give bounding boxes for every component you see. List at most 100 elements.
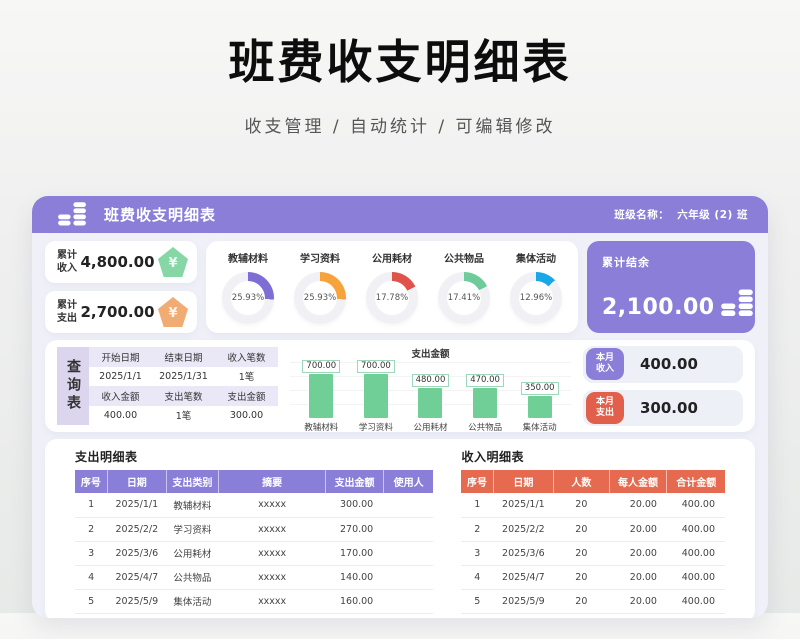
table-cell[interactable]: 3	[461, 541, 494, 566]
bar-column: 700.00	[350, 360, 402, 418]
bar-value-label: 480.00	[411, 373, 450, 387]
month-expense-card: 本月 支出 300.00	[583, 389, 743, 426]
table-cell[interactable]: 2	[75, 517, 108, 542]
table-cell[interactable]	[383, 493, 434, 518]
query-value-cell[interactable]: 2025/1/1	[89, 366, 152, 386]
table-cell[interactable]: 集体活动	[166, 589, 219, 614]
table-cell[interactable]: 20.00	[609, 493, 667, 518]
donut-ring: 12.96%	[510, 272, 562, 324]
table-cell[interactable]: 20	[553, 541, 610, 566]
table-cell[interactable]: 1	[75, 493, 108, 518]
table-cell[interactable]: 20.00	[609, 565, 667, 590]
table-cell[interactable]: 公共物品	[166, 565, 219, 590]
column-header: 支出金额	[325, 470, 384, 493]
table-row: 5 2025/5/9 集体活动 xxxxx 160.00	[75, 589, 434, 614]
bar-value-label: 700.00	[357, 360, 395, 373]
table-cell[interactable]: 2025/2/2	[493, 517, 554, 542]
table-cell[interactable]: xxxxx	[218, 493, 326, 518]
donut-chart-item: 公共物品 17.41%	[438, 250, 490, 324]
class-name-value[interactable]: 六年级 (2) 班	[677, 209, 748, 221]
query-value-cell[interactable]: 2025/1/31	[152, 366, 215, 386]
table-cell[interactable]: 160.00	[325, 589, 384, 614]
table-cell[interactable]: 400.00	[666, 517, 725, 542]
donut-ring: 17.78%	[366, 272, 418, 324]
table-cell[interactable]: 400.00	[666, 541, 725, 566]
month-income-value: 400.00	[640, 355, 698, 374]
yuan-pentagon-green-icon: ¥	[158, 247, 188, 277]
table-cell[interactable]: 2025/1/1	[107, 493, 167, 518]
bar	[418, 387, 443, 418]
table-cell[interactable]: xxxxx	[218, 541, 326, 566]
table-cell[interactable]: 20	[553, 517, 610, 542]
query-value-cell[interactable]: 400.00	[89, 405, 152, 425]
dashboard-card: 班费收支明细表 班级名称： 六年级 (2) 班 累计 收入 4,800.00 ¥ …	[32, 196, 768, 618]
query-value-cell[interactable]: 1笔	[215, 366, 278, 386]
table-cell[interactable]: 170.00	[325, 541, 384, 566]
query-grid: 开始日期 结束日期 收入笔数 2025/1/1 2025/1/31 1笔 收入金额 支出笔数支…	[89, 347, 278, 425]
table-cell[interactable]: 2025/2/2	[107, 517, 167, 542]
table-cell[interactable]: 300.00	[325, 493, 384, 518]
query-value-cell[interactable]: 1笔	[152, 405, 215, 425]
table-cell[interactable]: 20.00	[609, 517, 667, 542]
coins-icon	[715, 287, 759, 320]
table-cell[interactable]: 5	[461, 589, 494, 614]
table-header-row: 序号 日期 人数 每人金额 合计金额	[461, 470, 725, 493]
summary-row: 累计 收入 4,800.00 ¥ 累计 支出 2,700.00 ¥ 教辅材料 25…	[45, 241, 755, 333]
table-cell[interactable]: 400.00	[666, 565, 725, 590]
donut-chart-item: 集体活动 12.96%	[510, 250, 562, 324]
table-cell[interactable]	[383, 541, 434, 566]
table-cell[interactable]: xxxxx	[218, 517, 326, 542]
table-cell[interactable]	[383, 565, 434, 590]
table-cell[interactable]: 270.00	[325, 517, 384, 542]
table-cell[interactable]: 2025/5/9	[107, 589, 167, 614]
bar-category-label: 教辅材料	[304, 423, 339, 433]
table-cell[interactable]: 2025/5/9	[493, 589, 554, 614]
table-cell[interactable]: 400.00	[666, 493, 725, 518]
table-cell[interactable]: 5	[75, 589, 108, 614]
table-cell[interactable]: 2025/4/7	[493, 565, 554, 590]
table-cell[interactable]: 3	[75, 541, 108, 566]
detail-tables-row: 支出明细表 序号 日期 支出类别 摘要 支出金额 使用人 1 2025/1/1 教辅材料 xxxx…	[45, 439, 755, 618]
column-header: 支出类别	[166, 470, 219, 493]
table-cell[interactable]: 20.00	[609, 589, 667, 614]
table-cell[interactable]: 2025/1/1	[493, 493, 554, 518]
table-cell[interactable]: 2025/4/7	[107, 565, 167, 590]
query-value-cell[interactable]: 300.00	[215, 405, 278, 425]
table-cell[interactable]: 20	[553, 565, 610, 590]
table-cell[interactable]: 400.00	[666, 589, 725, 614]
table-row: 2 2025/2/2 20 20.00 400.00	[461, 517, 725, 542]
query-header-cell: 支出笔数	[152, 386, 215, 406]
table-cell[interactable]	[383, 589, 434, 614]
table-cell[interactable]: 140.00	[325, 565, 384, 590]
table-cell[interactable]: 教辅材料	[166, 493, 219, 518]
bar-column: 350.00	[514, 382, 566, 418]
donut-chart-item: 公用耗材 17.78%	[366, 250, 418, 324]
balance-card: 累计结余 2,100.00	[587, 241, 755, 333]
class-name-label: 班级名称：	[614, 209, 670, 221]
column-header: 摘要	[218, 470, 327, 493]
table-cell[interactable]: 20	[553, 493, 610, 518]
table-cell[interactable]: xxxxx	[218, 589, 326, 614]
table-cell[interactable]: 2	[461, 517, 494, 542]
donut-chart-item: 学习资料 25.93%	[294, 250, 346, 324]
table-cell[interactable]: 公用耗材	[166, 541, 219, 566]
table-cell[interactable]: 学习资料	[166, 517, 219, 542]
expense-bar-chart: 支出金额 700.00 700.00 480.00 470.00 350.00 教辅材料…	[290, 346, 571, 433]
table-header-row: 序号 日期 支出类别 摘要 支出金额 使用人	[75, 470, 434, 493]
table-cell[interactable]: 20	[553, 589, 610, 614]
table-cell[interactable]: 2025/3/6	[107, 541, 167, 566]
table-cell[interactable]: xxxxx	[218, 565, 326, 590]
donut-percent-label: 17.41%	[447, 293, 481, 303]
table-cell[interactable]: 4	[461, 565, 494, 590]
column-header: 每人金额	[609, 470, 668, 493]
table-cell[interactable]: 2025/3/6	[493, 541, 554, 566]
table-cell[interactable]	[383, 517, 434, 542]
donut-percent-label: 12.96%	[519, 293, 553, 303]
bar-value-label: 470.00	[466, 374, 504, 388]
table-cell[interactable]: 20.00	[609, 541, 667, 566]
table-cell[interactable]: 1	[461, 493, 494, 518]
table-row: 1 2025/1/1 20 20.00 400.00	[461, 493, 725, 518]
table-cell[interactable]: 4	[75, 565, 108, 590]
donut-chart-item: 教辅材料 25.93%	[222, 250, 274, 324]
bar-category-label: 学习资料	[358, 423, 393, 433]
